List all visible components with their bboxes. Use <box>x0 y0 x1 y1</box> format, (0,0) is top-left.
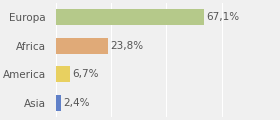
Bar <box>56 9 204 25</box>
Text: 2,4%: 2,4% <box>63 98 90 108</box>
Bar <box>56 66 71 82</box>
Bar <box>56 38 108 54</box>
Bar <box>56 95 61 111</box>
Text: 67,1%: 67,1% <box>207 12 240 22</box>
Text: 23,8%: 23,8% <box>111 41 144 51</box>
Text: 6,7%: 6,7% <box>73 69 99 79</box>
